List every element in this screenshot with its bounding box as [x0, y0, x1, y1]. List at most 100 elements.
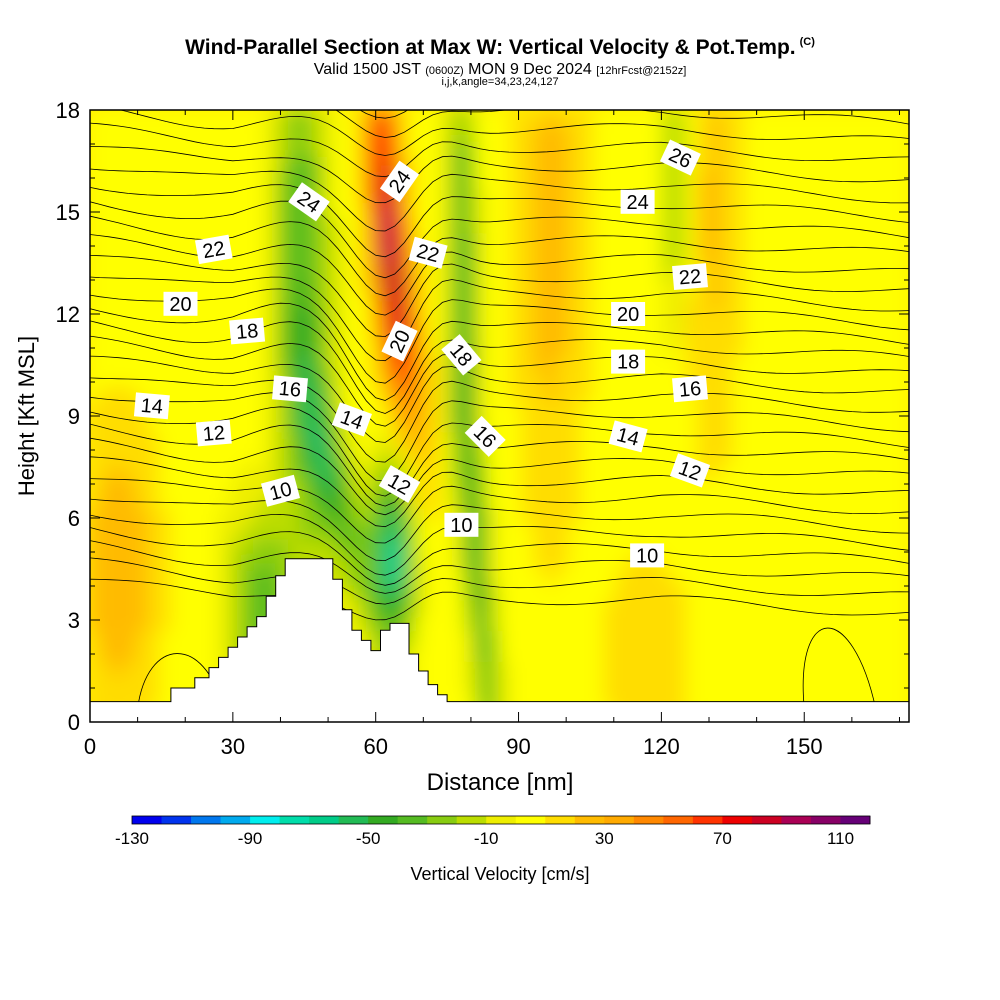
y-tick-label: 9: [68, 404, 80, 429]
field-cell: [393, 369, 407, 387]
field-cell: [603, 613, 618, 632]
field-cell: [451, 552, 466, 570]
field-cell: [638, 460, 653, 479]
field-cell: [603, 399, 618, 417]
field-cell: [603, 659, 618, 678]
field-cell: [217, 185, 232, 203]
field-cell: [276, 277, 290, 295]
field-cell: [709, 246, 723, 264]
field-cell: [147, 460, 162, 479]
field-cell: [580, 430, 595, 448]
field-cell: [685, 307, 700, 326]
field-cell: [404, 506, 419, 525]
field-cell: [498, 675, 513, 693]
field-cell: [112, 598, 127, 616]
field-cell: [884, 323, 899, 341]
field-cell: [428, 307, 442, 326]
field-cell: [662, 124, 676, 142]
field-cell: [732, 598, 747, 616]
field-cell: [732, 491, 747, 509]
field-cell: [709, 399, 723, 417]
field-cell: [112, 231, 127, 249]
field-cell: [194, 262, 208, 280]
field-cell: [557, 323, 571, 341]
field-cell: [475, 307, 489, 326]
field-cell: [779, 369, 793, 387]
field-cell: [100, 659, 115, 678]
field-cell: [486, 292, 501, 310]
field-cell: [100, 552, 115, 570]
field-cell: [217, 537, 232, 555]
field-cell: [475, 598, 489, 616]
field-cell: [802, 460, 817, 479]
field-cell: [861, 506, 875, 525]
field-cell: [662, 353, 676, 372]
field-cell: [311, 506, 325, 525]
field-cell: [849, 262, 864, 280]
field-cell: [849, 613, 864, 632]
field-cell: [861, 430, 875, 448]
field-cell: [767, 246, 782, 264]
theta-label-text: 10: [636, 545, 658, 567]
field-cell: [217, 124, 232, 142]
field-cell: [568, 491, 583, 509]
field-cell: [603, 170, 618, 188]
field-cell: [100, 491, 115, 509]
field-cell: [159, 491, 173, 509]
field-cell: [545, 613, 559, 632]
field-cell: [358, 185, 372, 203]
field-cell: [170, 445, 185, 463]
field-cell: [872, 384, 887, 402]
field-cell: [182, 154, 197, 173]
field-cell: [849, 629, 864, 647]
field-cell: [767, 460, 782, 479]
field-cell: [627, 399, 641, 417]
field-cell: [521, 277, 536, 295]
field-cell: [229, 216, 244, 234]
field-cell: [159, 476, 173, 494]
field-cell: [112, 568, 127, 586]
field-cell: [662, 292, 676, 310]
field-cell: [580, 231, 595, 249]
field-cell: [615, 491, 630, 509]
field-cell: [170, 659, 185, 678]
field-cell: [346, 277, 361, 295]
field-cell: [463, 598, 478, 616]
field-cell: [475, 154, 489, 173]
field-cell: [381, 110, 396, 127]
field-cell: [896, 460, 909, 479]
field-cell: [814, 216, 829, 234]
field-cell: [498, 415, 513, 433]
field-cell: [779, 110, 793, 127]
field-cell: [849, 231, 864, 249]
field-cell: [510, 277, 524, 295]
colorbar-swatch: [427, 816, 458, 824]
field-cell: [358, 369, 372, 387]
field-cell: [697, 568, 712, 586]
field-cell: [124, 369, 138, 387]
field-cell: [837, 216, 852, 234]
field-cell: [814, 598, 829, 616]
field-cell: [206, 200, 220, 219]
chart-title-text: Wind-Parallel Section at Max W: Vertical…: [185, 36, 796, 59]
field-cell: [861, 292, 875, 310]
field-cell: [650, 369, 665, 387]
field-cell: [627, 522, 641, 540]
field-cell: [428, 384, 442, 402]
field-cell: [580, 613, 595, 632]
field-cell: [521, 537, 536, 555]
field-cell: [475, 476, 489, 494]
field-cell: [217, 170, 232, 188]
field-cell: [884, 568, 899, 586]
field-cell: [779, 200, 793, 219]
field-cell: [568, 185, 583, 203]
field-cell: [849, 399, 864, 417]
field-cell: [849, 185, 864, 203]
field-cell: [323, 262, 337, 280]
field-cell: [463, 644, 478, 662]
field-cell: [346, 292, 361, 310]
field-cell: [791, 522, 805, 540]
field-cell: [428, 124, 442, 142]
field-cell: [252, 491, 267, 509]
